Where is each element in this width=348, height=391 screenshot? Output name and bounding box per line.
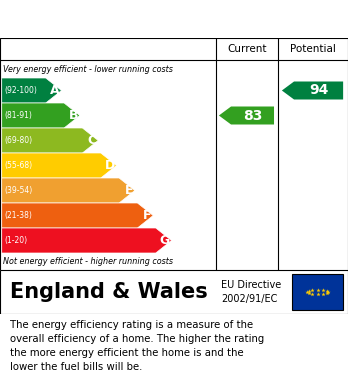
Text: (81-91): (81-91) (4, 111, 32, 120)
Polygon shape (282, 81, 343, 99)
Text: G: G (160, 234, 170, 247)
Polygon shape (2, 103, 80, 128)
Text: (39-54): (39-54) (4, 186, 32, 195)
Polygon shape (2, 228, 172, 253)
Text: (92-100): (92-100) (4, 86, 37, 95)
Text: D: D (105, 159, 115, 172)
Polygon shape (2, 128, 98, 153)
Polygon shape (2, 153, 117, 178)
Text: Potential: Potential (290, 44, 336, 54)
Text: EU Directive: EU Directive (221, 280, 281, 290)
Bar (292, 274, 343, 310)
Text: England & Wales: England & Wales (10, 282, 208, 302)
Text: B: B (69, 109, 78, 122)
Text: C: C (87, 134, 97, 147)
Text: Current: Current (227, 44, 267, 54)
Text: E: E (125, 184, 133, 197)
Polygon shape (2, 203, 153, 228)
Text: (21-38): (21-38) (4, 211, 32, 220)
Polygon shape (2, 178, 135, 203)
Text: Not energy efficient - higher running costs: Not energy efficient - higher running co… (3, 257, 174, 266)
Text: 94: 94 (309, 84, 328, 97)
Text: (1-20): (1-20) (4, 236, 27, 245)
Polygon shape (219, 106, 274, 124)
Text: A: A (50, 84, 60, 97)
Text: Energy Efficiency Rating: Energy Efficiency Rating (10, 10, 258, 28)
Text: F: F (143, 209, 152, 222)
Text: 83: 83 (243, 108, 262, 122)
Text: Very energy efficient - lower running costs: Very energy efficient - lower running co… (3, 65, 173, 74)
Text: (55-68): (55-68) (4, 161, 32, 170)
Polygon shape (2, 78, 62, 103)
Text: 2002/91/EC: 2002/91/EC (221, 294, 277, 305)
Text: The energy efficiency rating is a measure of the
overall efficiency of a home. T: The energy efficiency rating is a measur… (10, 320, 265, 372)
Text: (69-80): (69-80) (4, 136, 32, 145)
